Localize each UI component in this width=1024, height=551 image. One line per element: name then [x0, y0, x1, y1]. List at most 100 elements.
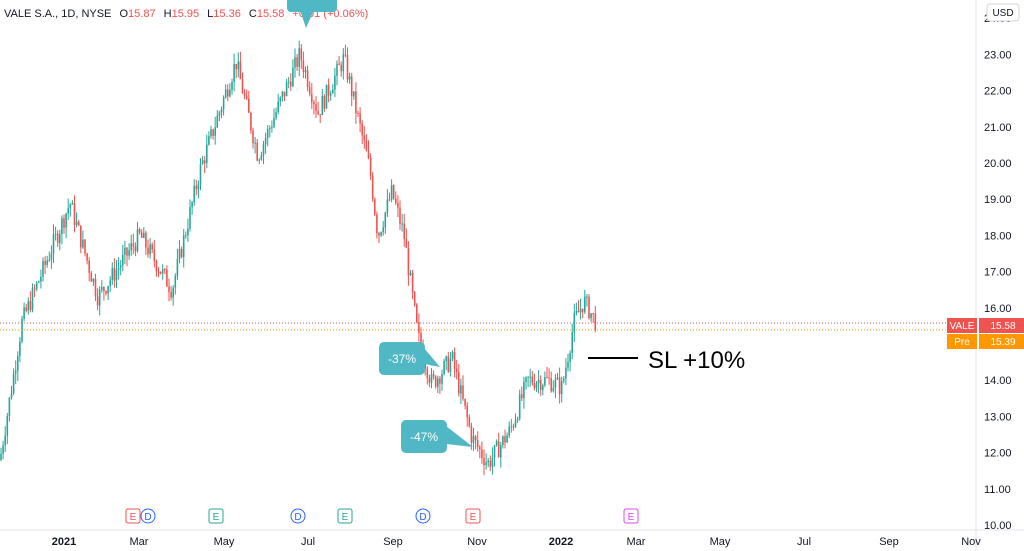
candle-body	[588, 296, 590, 319]
candle-body	[19, 341, 21, 357]
callout-minus-47-text: -47%	[410, 430, 438, 444]
candle-body	[302, 60, 305, 72]
candle-body	[65, 213, 67, 228]
premarket-price-tag-value: 15.39	[990, 337, 1015, 348]
candle-body	[296, 57, 298, 67]
dividend-marker-circle	[415, 508, 431, 524]
candle-body	[323, 95, 326, 109]
candle-body	[46, 260, 48, 265]
time-tick-label: Nov	[467, 536, 487, 548]
candle-body	[90, 272, 93, 282]
candle-body	[380, 232, 382, 236]
earnings-marker[interactable]: E	[623, 508, 639, 524]
candle-body	[14, 370, 17, 374]
dividend-marker[interactable]: D	[415, 508, 431, 524]
dividend-marker[interactable]: D	[290, 508, 306, 524]
candle-body	[590, 313, 592, 319]
candle-body	[44, 260, 46, 265]
candle-body	[48, 259, 51, 261]
open-value: 15.87	[128, 8, 156, 20]
candle-body	[111, 267, 114, 281]
last-price-tag-value: 15.58	[990, 321, 1015, 332]
candle-body	[17, 356, 19, 371]
price-tick-label: 20.00	[984, 158, 1012, 170]
candle-body	[40, 276, 42, 282]
callout-minus-47[interactable]: -47%	[401, 420, 473, 453]
candle-body	[563, 378, 565, 381]
candle-body	[42, 260, 44, 277]
time-tick-label: Jul	[797, 536, 811, 548]
candle-body	[321, 95, 324, 116]
candle-body	[92, 279, 95, 282]
currency-label: USD	[992, 8, 1013, 19]
event-marker-glyph: E	[628, 512, 635, 523]
earnings-marker[interactable]: E	[465, 508, 481, 524]
candle-body	[164, 269, 166, 271]
price-tick-label: 13.00	[984, 411, 1012, 423]
candle-body	[384, 212, 387, 228]
candle-body	[0, 453, 2, 460]
candle-body	[298, 48, 300, 67]
candle-body	[52, 234, 55, 254]
stop-loss-annotation[interactable]: SL +10%	[588, 347, 745, 374]
candle-body	[187, 228, 189, 236]
candle-body	[573, 312, 576, 333]
earnings-marker-box	[465, 508, 481, 524]
candle-body	[420, 332, 422, 348]
candle-body	[311, 93, 313, 103]
earnings-marker[interactable]: E	[337, 508, 353, 524]
candle-body	[157, 271, 160, 273]
event-marker-glyph: E	[130, 512, 137, 523]
candle-body	[529, 376, 531, 378]
candle-body	[344, 54, 347, 56]
candle-body	[466, 405, 468, 418]
callout-minus-37[interactable]: -37%	[379, 342, 440, 375]
candle-body	[136, 229, 139, 252]
time-tick-label: Mar	[130, 536, 149, 548]
candle-body	[161, 269, 164, 274]
time-tick-label: Sep	[383, 536, 403, 548]
price-tick-label: 23.00	[984, 49, 1012, 61]
last-price-tag[interactable]: VALE 15.58	[947, 318, 1024, 333]
candle-body	[493, 445, 496, 458]
candle-body	[453, 352, 456, 369]
candle-body	[443, 361, 445, 375]
last-price-tag-label: VALE	[950, 321, 975, 332]
candle-body	[533, 383, 536, 389]
candle-body	[122, 254, 124, 266]
candle-body	[560, 380, 563, 395]
currency-badge[interactable]: USD	[986, 3, 1020, 22]
candle-body	[84, 239, 86, 254]
low-label: L	[207, 8, 213, 20]
callout-minus-37-text: -37%	[388, 352, 416, 366]
candle-body	[382, 227, 384, 233]
time-tick-label: May	[214, 536, 235, 548]
premarket-price-tag[interactable]: Pre 15.39	[947, 334, 1024, 349]
candle-body	[441, 374, 443, 384]
earnings-marker[interactable]: E	[208, 508, 224, 524]
earnings-marker[interactable]: E	[125, 508, 141, 524]
candle-body	[2, 445, 4, 454]
candle-body	[109, 280, 111, 287]
candle-body	[569, 353, 571, 363]
dividend-marker-circle	[290, 508, 306, 524]
candle-body	[386, 199, 389, 213]
candle-body	[94, 279, 97, 297]
candle-body	[449, 358, 452, 372]
candle-body	[222, 97, 225, 110]
candle-body	[208, 136, 210, 145]
candle-body	[206, 144, 208, 164]
candle-body	[537, 379, 540, 384]
candle-body	[506, 435, 508, 443]
candle-body	[73, 202, 76, 225]
event-marker-glyph: E	[342, 512, 349, 523]
time-tick-label: Nov	[961, 536, 981, 548]
candle-body	[548, 377, 550, 379]
candle-body	[371, 175, 374, 200]
candle-body	[514, 420, 517, 427]
dividend-marker[interactable]: D	[140, 508, 156, 524]
event-marker-glyph: E	[213, 512, 220, 523]
symbol-label[interactable]: VALE S.A., 1D, NYSE	[4, 8, 111, 20]
